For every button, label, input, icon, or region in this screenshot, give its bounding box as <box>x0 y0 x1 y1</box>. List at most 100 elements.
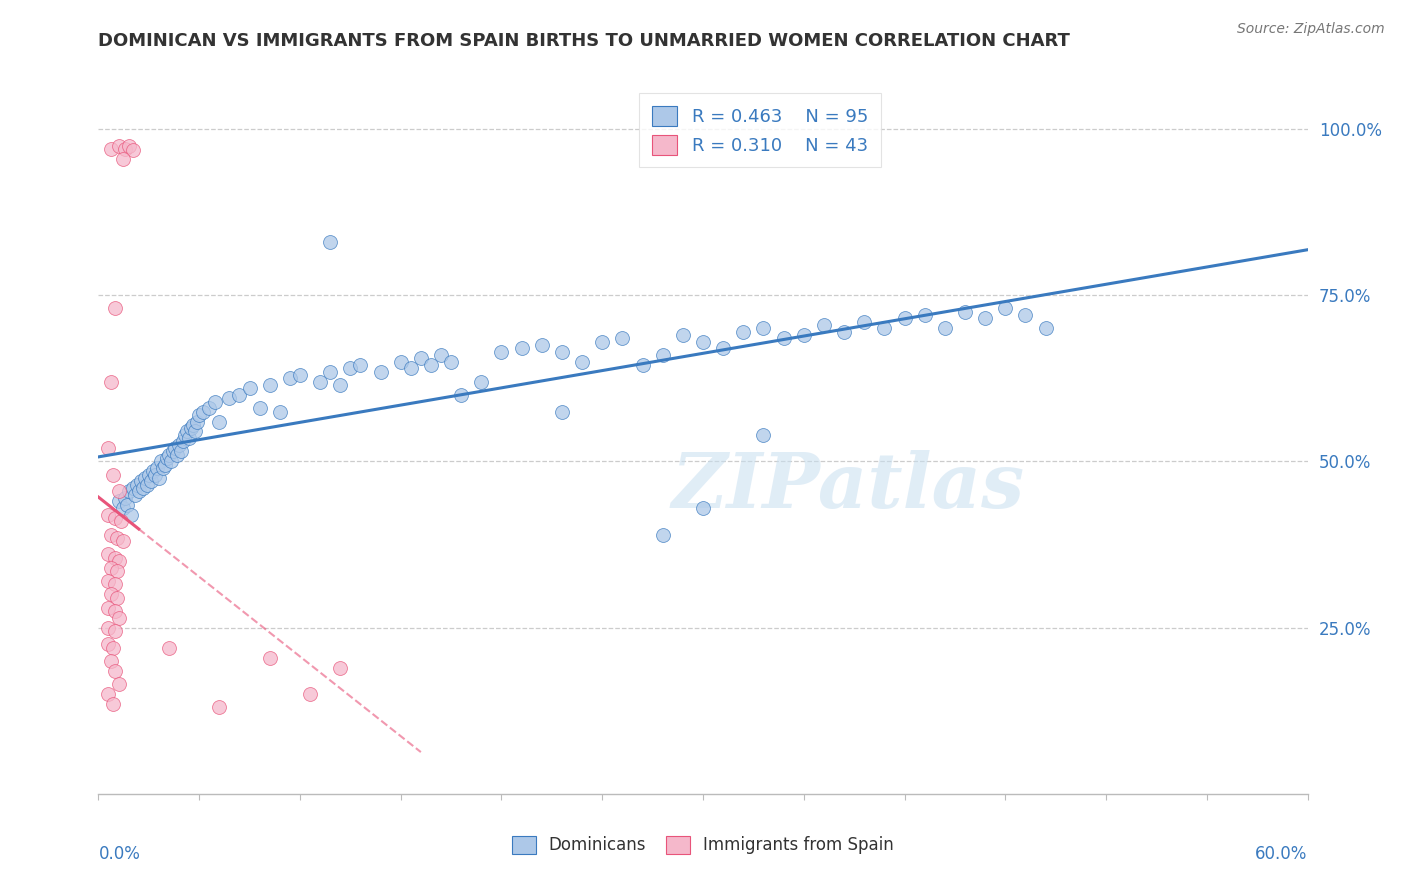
Point <box>170 444 193 458</box>
Point <box>110 514 132 528</box>
Point <box>107 677 129 691</box>
Point <box>288 368 311 382</box>
Point <box>120 508 142 522</box>
Point <box>420 358 443 372</box>
Point <box>135 477 157 491</box>
Point <box>148 471 170 485</box>
Text: 0.0%: 0.0% <box>98 845 141 863</box>
Point <box>204 394 226 409</box>
Point <box>143 467 166 482</box>
Point <box>166 448 188 462</box>
Point <box>208 700 231 714</box>
Point <box>149 454 172 468</box>
Point <box>114 491 136 505</box>
Point <box>107 554 129 568</box>
Point <box>813 318 835 332</box>
Point <box>259 378 281 392</box>
Point <box>571 354 593 368</box>
Point <box>103 550 125 565</box>
Point <box>278 371 301 385</box>
Point <box>953 305 976 319</box>
Point <box>111 152 134 166</box>
Point <box>179 431 201 445</box>
Point <box>107 494 129 508</box>
Point <box>399 361 422 376</box>
Point <box>239 381 262 395</box>
Point <box>873 321 896 335</box>
Point <box>100 375 122 389</box>
Point <box>651 527 673 541</box>
Point <box>107 138 129 153</box>
Point <box>105 564 128 578</box>
Point <box>551 404 574 418</box>
Point <box>692 500 714 515</box>
Point <box>430 348 453 362</box>
Point <box>118 138 141 153</box>
Point <box>97 637 120 651</box>
Point <box>208 415 231 429</box>
Point <box>259 650 281 665</box>
Point <box>139 475 162 489</box>
Point <box>409 351 432 366</box>
Point <box>370 365 392 379</box>
Point <box>146 461 169 475</box>
Point <box>156 451 179 466</box>
Point <box>121 143 143 157</box>
Text: DOMINICAN VS IMMIGRANTS FROM SPAIN BIRTHS TO UNMARRIED WOMEN CORRELATION CHART: DOMINICAN VS IMMIGRANTS FROM SPAIN BIRTH… <box>98 32 1070 50</box>
Point <box>103 511 125 525</box>
Point <box>125 477 148 491</box>
Point <box>172 434 194 449</box>
Point <box>752 427 775 442</box>
Point <box>711 342 734 356</box>
Point <box>138 467 160 482</box>
Point <box>107 610 129 624</box>
Point <box>319 235 342 249</box>
Point <box>97 621 120 635</box>
Point <box>174 427 197 442</box>
Point <box>97 574 120 588</box>
Point <box>470 375 492 389</box>
Point <box>103 301 125 316</box>
Point <box>101 467 124 482</box>
Point <box>218 391 240 405</box>
Point <box>105 591 128 605</box>
Point <box>167 438 190 452</box>
Point <box>103 664 125 678</box>
Point <box>491 344 513 359</box>
Point <box>128 484 150 499</box>
Point <box>111 534 134 549</box>
Point <box>186 415 208 429</box>
Point <box>184 425 207 439</box>
Point <box>180 421 202 435</box>
Point <box>160 454 183 468</box>
Point <box>389 354 412 368</box>
Point <box>329 660 352 674</box>
Point <box>181 417 204 432</box>
Point <box>111 500 134 515</box>
Point <box>193 404 215 418</box>
Point <box>188 408 211 422</box>
Point <box>853 315 876 329</box>
Point <box>118 484 141 499</box>
Point <box>269 404 291 418</box>
Point <box>124 488 146 502</box>
Point <box>450 388 472 402</box>
Point <box>651 348 673 362</box>
Point <box>198 401 221 416</box>
Point <box>692 334 714 349</box>
Point <box>1014 308 1036 322</box>
Point <box>157 448 180 462</box>
Point <box>100 527 122 541</box>
Point <box>994 301 1017 316</box>
Point <box>101 697 124 711</box>
Point <box>551 344 574 359</box>
Point <box>510 342 533 356</box>
Text: Source: ZipAtlas.com: Source: ZipAtlas.com <box>1237 22 1385 37</box>
Point <box>329 378 352 392</box>
Point <box>752 321 775 335</box>
Point <box>612 331 634 345</box>
Point <box>97 508 120 522</box>
Point <box>893 311 915 326</box>
Point <box>772 331 794 345</box>
Point <box>163 441 186 455</box>
